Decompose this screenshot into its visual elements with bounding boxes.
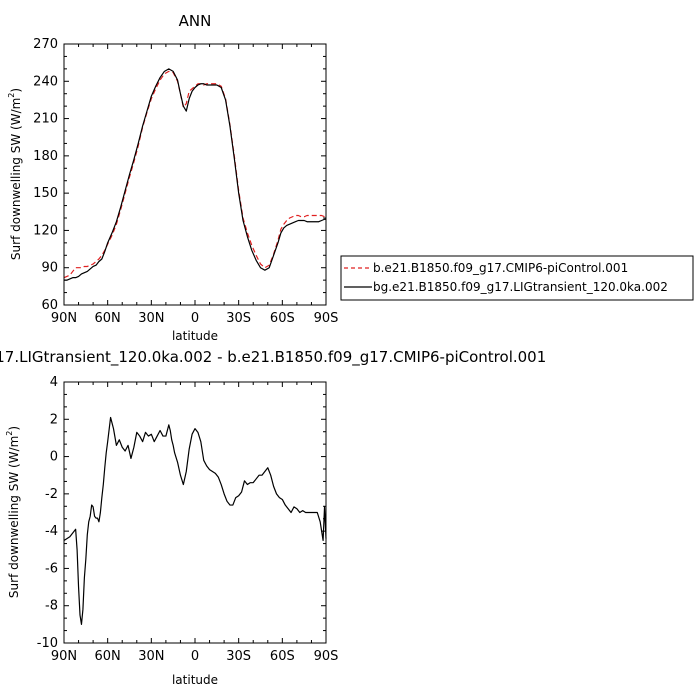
- bottom-y-axis-label-main: Surf downwelling SW (W/m: [7, 436, 21, 598]
- legend-box: [340, 255, 694, 301]
- bottom-y-tick-label: -8: [45, 599, 58, 614]
- bottom-y-tick-label: 0: [50, 450, 58, 465]
- bottom-y-axis-label: Surf downwelling SW (W/m2): [5, 426, 21, 598]
- top-y-tick-label: 150: [33, 186, 58, 201]
- bottom-y-tick-label: 2: [50, 412, 58, 427]
- legend-label-picontrol: b.e21.B1850.f09_g17.CMIP6-piControl.001: [373, 261, 628, 275]
- top-y-tick-label: 210: [33, 112, 58, 127]
- bottom-x-tick-label: 30N: [138, 649, 164, 664]
- bottom-y-tick-label: 4: [50, 375, 58, 390]
- top-y-axis-label-main: Surf downwelling SW (W/m: [9, 98, 23, 260]
- bottom-y-axis-label-sup: 2: [5, 431, 14, 436]
- top-plot-frame: [63, 43, 327, 306]
- top-panel: ANN 90N 60N 30N 0 30S 60S 90S 60 90 120 150 180 210 2…: [7, 12, 694, 343]
- bottom-y-tick-label: -6: [45, 561, 58, 576]
- top-x-tick-label: 0: [191, 311, 199, 326]
- top-y-axis-label-close: ): [9, 88, 23, 93]
- bottom-x-tick-label: 60S: [270, 649, 295, 664]
- bottom-plot-frame: [63, 381, 327, 644]
- top-x-tick-label: 30N: [138, 311, 164, 326]
- bottom-x-axis-label: latitude: [172, 673, 218, 687]
- top-y-axis-label: Surf downwelling SW (W/m2): [7, 88, 23, 260]
- bottom-y-tick-label: -2: [45, 487, 58, 502]
- bottom-x-tick-label: 90S: [314, 649, 339, 664]
- bottom-y-tick-label: -4: [45, 524, 58, 539]
- bottom-y-tick-label: -10: [37, 636, 58, 651]
- top-x-tick-label: 60S: [270, 311, 295, 326]
- bottom-x-tick-label: 90N: [51, 649, 77, 664]
- top-y-tick-label: 270: [33, 37, 58, 52]
- top-x-tick-label: 30S: [226, 311, 251, 326]
- legend-label-ligtransient: bg.e21.B1850.f09_g17.LIGtransient_120.0k…: [373, 280, 668, 294]
- top-series-layer: [63, 68, 326, 281]
- top-x-axis-label: latitude: [172, 329, 218, 343]
- bottom-x-tick-label: 30S: [226, 649, 251, 664]
- bottom-x-tick-label: 60N: [95, 649, 121, 664]
- top-title: ANN: [179, 12, 212, 30]
- top-y-tick-label: 240: [33, 74, 58, 89]
- top-y-tick-label: 120: [33, 223, 58, 238]
- top-x-tick-label: 90S: [314, 311, 339, 326]
- top-series-line-0: [63, 70, 326, 279]
- bottom-panel: bg.e21.B1850.f09_g17.LIGtransient_120.0k…: [0, 348, 546, 687]
- top-y-tick-label: 180: [33, 149, 58, 164]
- bottom-y-axis-label-close: ): [7, 426, 21, 431]
- top-y-tick-label: 60: [41, 298, 58, 313]
- top-series-line-1: [64, 68, 326, 281]
- bottom-title: bg.e21.B1850.f09_g17.LIGtransient_120.0k…: [0, 348, 546, 367]
- top-x-tick-label: 60N: [95, 311, 121, 326]
- top-y-axis-label-sup: 2: [7, 93, 16, 98]
- top-x-tick-label: 90N: [51, 311, 77, 326]
- bottom-tick-layer: 90N 60N 30N 0 30S 60S 90S -10 -8 -6 -4 -2 0 2 4: [37, 375, 339, 664]
- legend: b.e21.B1850.f09_g17.CMIP6-piControl.001 …: [340, 255, 694, 301]
- bottom-x-tick-label: 0: [191, 649, 199, 664]
- bottom-series-line-0: [63, 416, 327, 625]
- top-tick-layer: 90N 60N 30N 0 30S 60S 90S 60 90 120 150 180 210 240 27…: [33, 37, 338, 326]
- top-y-tick-label: 90: [41, 261, 58, 276]
- bottom-series-layer: [63, 416, 327, 625]
